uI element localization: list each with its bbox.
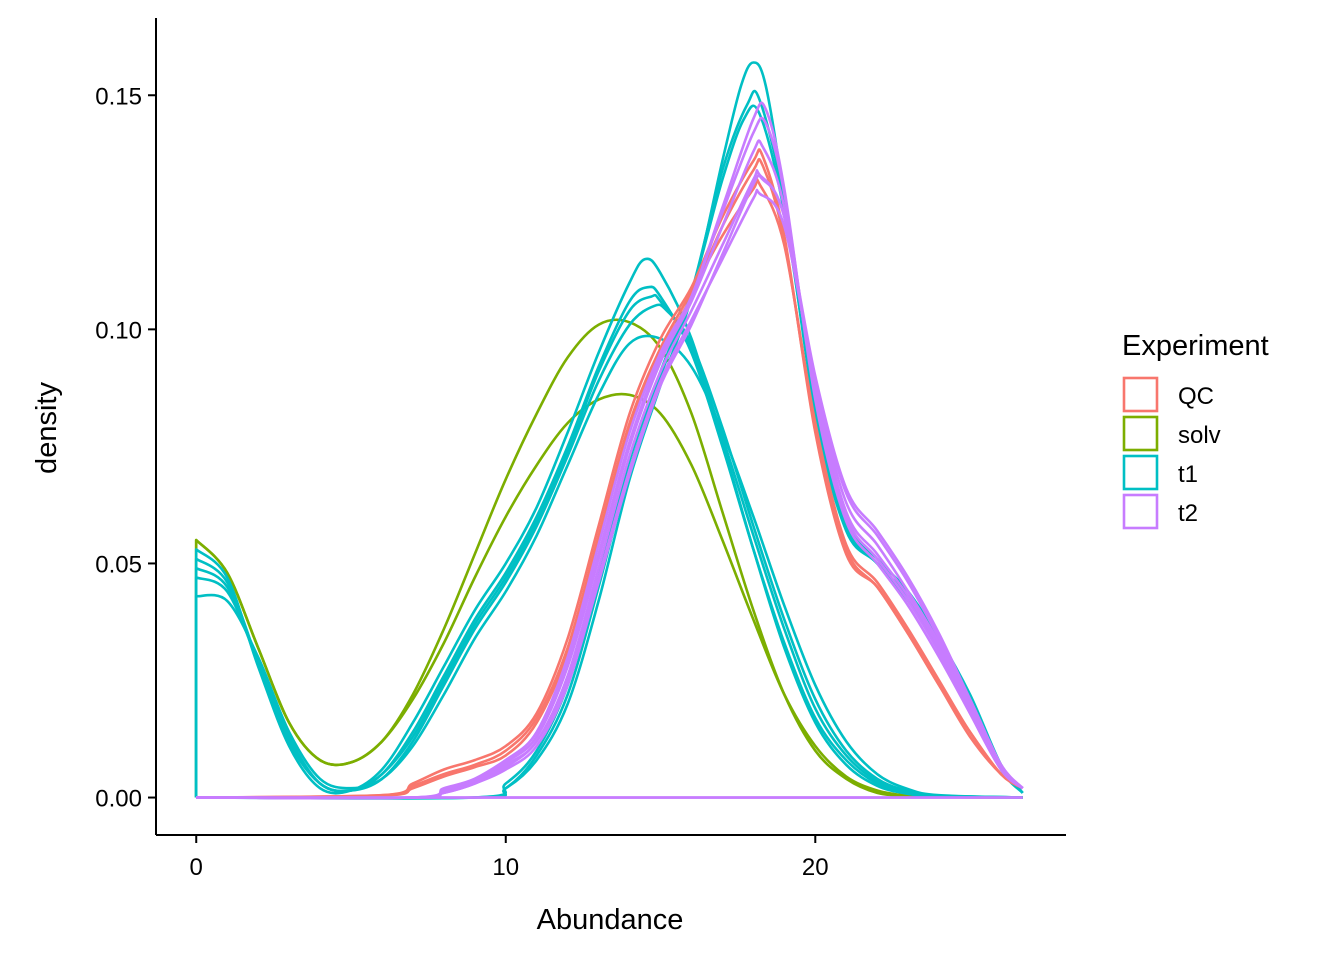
legend-label-QC: QC (1178, 383, 1214, 410)
legend-label-t1: t1 (1178, 461, 1198, 488)
legend-key-t2 (1122, 493, 1159, 530)
legend-key-t1 (1122, 454, 1159, 491)
x-tick-label: 10 (492, 854, 519, 881)
density-curve-t2-15 (196, 169, 1024, 800)
density-curve-QC-10 (196, 148, 1024, 799)
legend-key-solv (1122, 415, 1159, 452)
legend-title: Experiment (1122, 330, 1269, 362)
legend-label-solv: solv (1178, 422, 1221, 449)
x-axis-label: Abundance (537, 904, 684, 936)
density-curve-t2-18 (196, 173, 1024, 800)
density-curve-t1-9 (196, 104, 1024, 800)
y-axis-label: density (31, 382, 63, 474)
y-axis-ticks: 0.00 0.05 0.10 0.15 (95, 83, 156, 813)
density-curve-QC-12 (196, 157, 1024, 799)
x-axis-ticks: 0 10 20 (190, 835, 829, 881)
legend-key-QC (1122, 376, 1159, 413)
legend-label-t2: t2 (1178, 500, 1198, 527)
x-tick-label: 20 (802, 854, 829, 881)
legend: Experiment QC solv t1 t2 (1122, 330, 1269, 530)
density-curve-t1-2 (194, 257, 1023, 799)
x-tick-label: 0 (190, 854, 203, 881)
density-curve-t2-13 (196, 116, 1024, 800)
y-tick-label: 0.05 (95, 551, 142, 578)
density-curve-t2-14 (196, 139, 1024, 800)
density-curve-t1-7 (196, 61, 1024, 800)
density-curve-t1-5 (194, 303, 1023, 799)
axes (155, 18, 1066, 836)
y-tick-label: 0.10 (95, 317, 142, 344)
density-curve-t1-8 (196, 89, 1024, 800)
density-lines (194, 61, 1024, 800)
density-curve-t2-17 (196, 101, 1024, 800)
density-curve-solv-1 (194, 392, 1023, 799)
y-tick-label: 0.00 (95, 786, 142, 813)
density-curve-t1-6 (194, 334, 1023, 799)
y-tick-label: 0.15 (95, 83, 142, 110)
